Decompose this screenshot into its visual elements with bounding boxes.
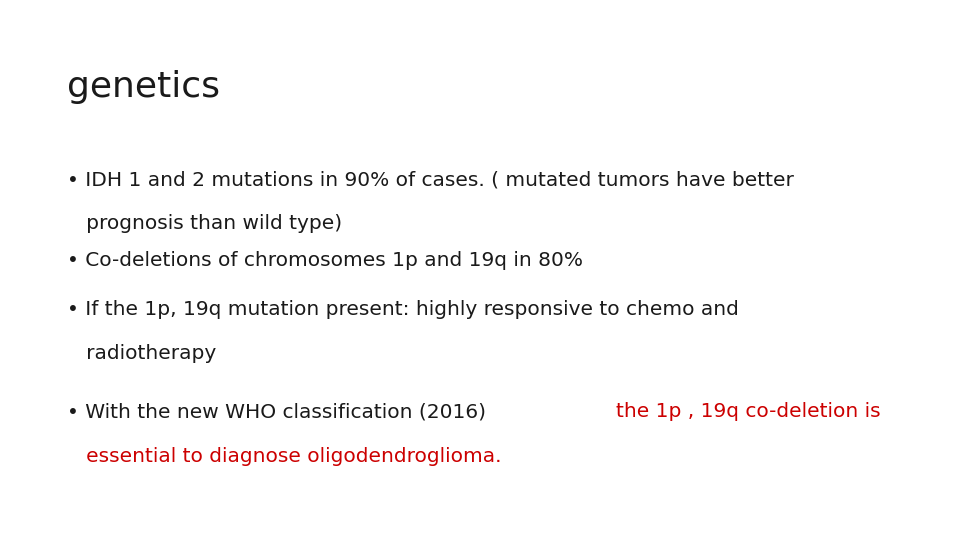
Text: • If the 1p, 19q mutation present: highly responsive to chemo and: • If the 1p, 19q mutation present: highl…: [67, 300, 739, 319]
Text: • With the new WHO classification (2016): • With the new WHO classification (2016): [67, 402, 492, 421]
Text: • Co-deletions of chromosomes 1p and 19q in 80%: • Co-deletions of chromosomes 1p and 19q…: [67, 251, 584, 270]
Text: radiotherapy: radiotherapy: [67, 344, 216, 363]
Text: prognosis than wild type): prognosis than wild type): [67, 214, 343, 233]
Text: the 1p , 19q co-deletion is: the 1p , 19q co-deletion is: [616, 402, 880, 421]
Text: • IDH 1 and 2 mutations in 90% of cases. ( mutated tumors have better: • IDH 1 and 2 mutations in 90% of cases.…: [67, 170, 794, 189]
Text: essential to diagnose oligodendroglioma.: essential to diagnose oligodendroglioma.: [67, 447, 502, 465]
Text: genetics: genetics: [67, 70, 220, 104]
